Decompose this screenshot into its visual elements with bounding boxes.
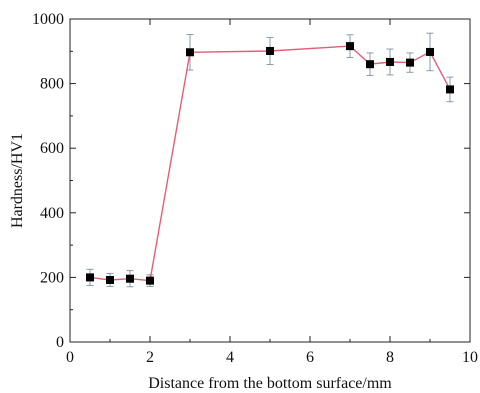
data-point: [446, 85, 454, 94]
x-tick-label: 10: [462, 349, 478, 366]
data-point: [146, 276, 154, 285]
data-point: [106, 275, 114, 284]
x-tick-label: 8: [386, 349, 394, 366]
y-axis-ticks: 0 200 400 600 800 1000: [32, 11, 470, 351]
x-tick-label: 4: [226, 349, 234, 366]
data-point: [86, 273, 94, 282]
data-point: [406, 58, 414, 67]
x-tick-label: 2: [146, 349, 154, 366]
y-tick-label: 800: [40, 76, 64, 93]
data-point: [366, 60, 374, 69]
y-tick-label: 200: [40, 269, 64, 286]
data-point: [346, 42, 354, 51]
data-point: [386, 57, 394, 66]
y-tick-label: 600: [40, 140, 64, 157]
x-axis-title: Distance from the bottom surface/mm: [148, 375, 392, 392]
x-tick-label: 6: [306, 349, 314, 366]
x-axis-ticks: 0 2 4 6 8 10: [66, 19, 478, 366]
y-tick-label: 1000: [32, 11, 64, 28]
data-point: [186, 48, 194, 57]
data-markers: [86, 42, 454, 285]
y-axis-title: Hardness/HV1: [9, 133, 26, 228]
data-point: [126, 274, 134, 283]
y-tick-label: 400: [40, 205, 64, 222]
error-bars: [86, 32, 454, 288]
series-line: [89, 45, 451, 282]
y-tick-label: 0: [56, 334, 64, 351]
data-point: [426, 47, 434, 56]
data-point: [266, 46, 274, 55]
x-tick-label: 0: [66, 349, 74, 366]
